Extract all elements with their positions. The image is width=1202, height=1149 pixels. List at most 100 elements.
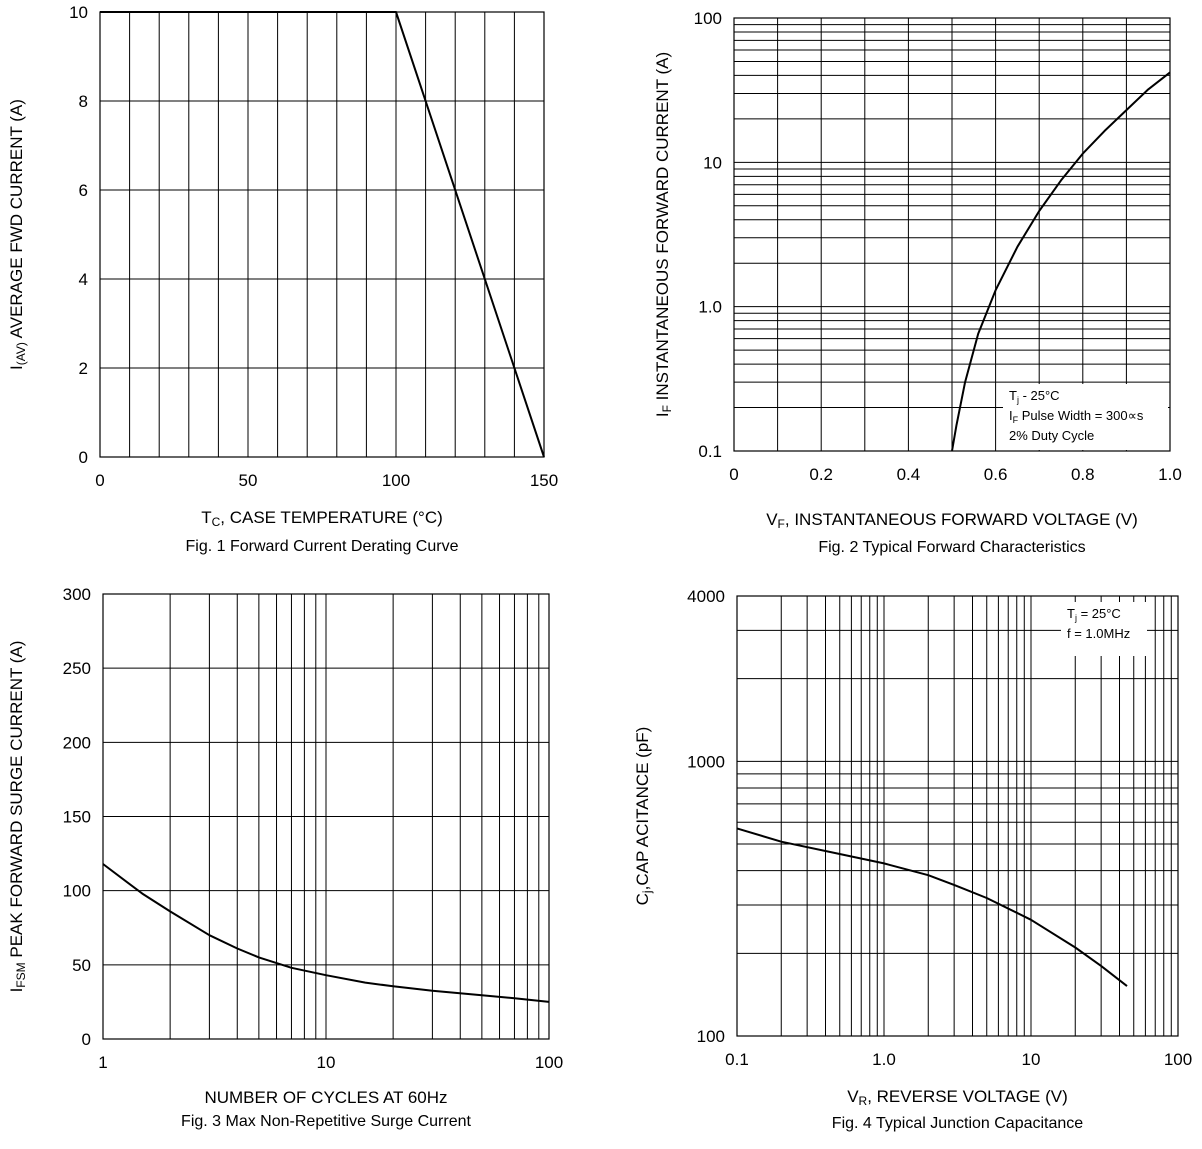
fig2-note: Tj - 25°C IF Pulse Width = 300∝s 2% Duty C…	[1003, 384, 1168, 450]
fig4-note-line-subscript: j	[1074, 613, 1077, 623]
fig3-x-axis-label-main: NUMBER OF CYCLES AT 60Hz	[204, 1088, 447, 1107]
fig4-x-axis-label-rest: , REVERSE VOLTAGE (V)	[867, 1087, 1068, 1106]
fig3-y-axis-label-rest: PEAK FORWARD SURGE CURRENT (A)	[7, 641, 26, 963]
fig4-x-axis-label-subscript: R	[859, 1094, 868, 1108]
fig4-note-line-rest: = 25°C	[1077, 606, 1121, 621]
fig4-caption: Fig. 4 Typical Junction Capacitance	[832, 1115, 1084, 1132]
fig2-x-axis-label-rest: , INSTANTANEOUS FORWARD VOLTAGE (V)	[785, 510, 1138, 529]
fig2-series-line	[951, 71, 1171, 452]
fig1-y-axis-label-main: I	[7, 365, 26, 370]
fig2-note-line-main: I	[1009, 408, 1013, 423]
fig4-note-line-main: f = 1.0MHz	[1067, 626, 1130, 641]
fig4-y-tick-label: 1000	[687, 752, 725, 771]
fig4-note-bg	[1061, 602, 1147, 656]
fig2-caption: Fig. 2 Typical Forward Characteristics	[818, 539, 1085, 556]
fig2-note-bg	[1003, 384, 1168, 450]
fig2-y-tick-label: 1.0	[698, 298, 722, 317]
fig4-x-axis-label-main: V	[847, 1087, 859, 1106]
fig3-y-axis-label-main: I	[7, 988, 26, 993]
fig1-series-line	[100, 11, 545, 458]
fig1-x-tick-label: 50	[239, 471, 258, 490]
fig3-y-tick-label: 250	[63, 659, 91, 678]
fig4-note-line: Tj = 25°C	[1067, 606, 1121, 623]
fig3-x-tick-label: 10	[317, 1053, 336, 1072]
fig4-y-axis-label-rest: ,CAP ACITANCE (pF)	[633, 727, 652, 891]
fig1-y-tick-label: 0	[79, 448, 88, 467]
fig4-note-line-main: T	[1067, 606, 1075, 621]
fig1-x-axis-label-subscript: C	[212, 515, 221, 529]
fig2-note-line-main: T	[1009, 388, 1017, 403]
fig3-x-axis-label: NUMBER OF CYCLES AT 60Hz	[204, 1088, 447, 1107]
fig2-note-line-main: 2% Duty Cycle	[1009, 428, 1094, 443]
fig1-y-tick-label: 8	[79, 92, 88, 111]
fig3-y-tick-label: 0	[82, 1030, 91, 1049]
fig2-y-axis-label-main: I	[653, 412, 672, 417]
fig3-x-tick-label: 1	[98, 1053, 107, 1072]
fig2-note-line: IF Pulse Width = 300∝s	[1009, 408, 1144, 425]
fig3-y-tick-label: 200	[63, 733, 91, 752]
fig4-y-tick-label: 100	[697, 1027, 725, 1046]
fig3-chart: 1 10 100 0 50 100 150 200 250 300 NUMBER OF CYCLES…	[7, 585, 563, 1130]
fig4-y-axis-label: Cj,CAP ACITANCE (pF)	[633, 727, 654, 906]
fig4-x-tick-label: 0.1	[725, 1050, 749, 1069]
fig2-x-tick-label: 0	[729, 465, 738, 484]
fig2-note-line-rest: Pulse Width = 300∝s	[1018, 408, 1144, 423]
fig1-chart: 0 50 100 150 0 2 4 6 8 10 TC, CASE TEMPERATURE (°C…	[7, 3, 558, 555]
fig3-y-axis-label-subscript: FSM	[14, 962, 28, 987]
fig2-y-tick-label: 0.1	[698, 442, 722, 461]
fig3-y-axis-label: IFSM PEAK FORWARD SURGE CURRENT (A)	[7, 641, 28, 993]
fig2-note-line-subscript: F	[1013, 415, 1019, 425]
fig4-y-axis-label-subscript: j	[640, 890, 654, 894]
fig2-x-tick-label: 0.8	[1071, 465, 1095, 484]
fig2-y-axis-label: IF INSTANTANEOUS FORWARD CURRENT (A)	[653, 52, 674, 417]
fig4-x-tick-label: 10	[1022, 1050, 1041, 1069]
fig1-plot-frame	[99, 11, 545, 458]
fig4-y-tick-label: 4000	[687, 587, 725, 606]
fig2-note-line-subscript: j	[1016, 395, 1019, 405]
fig2-y-tick-label: 10	[703, 153, 722, 172]
fig1-x-tick-label: 150	[530, 471, 558, 490]
fig3-plot-frame	[102, 593, 550, 1040]
fig3-x-tick-label: 100	[535, 1053, 563, 1072]
fig1-y-axis-label-subscript: (AV)	[14, 342, 28, 365]
fig2-y-axis-label-subscript: F	[660, 405, 674, 412]
fig1-y-axis-label: I(AV) AVERAGE FWD CURRENT (A)	[7, 99, 28, 370]
fig2-y-tick-label: 100	[694, 9, 722, 28]
fig4-grid	[736, 595, 1179, 1037]
fig2-note-line-rest: - 25°C	[1019, 388, 1060, 403]
fig2-x-axis-label: VF, INSTANTANEOUS FORWARD VOLTAGE (V)	[766, 510, 1138, 531]
fig4-note: Tj = 25°C f = 1.0MHz	[1061, 602, 1147, 656]
fig4-x-tick-label: 1.0	[872, 1050, 896, 1069]
fig1-y-tick-label: 10	[69, 3, 88, 22]
fig1-y-tick-label: 6	[79, 181, 88, 200]
fig1-y-tick-label: 2	[79, 359, 88, 378]
fig3-y-tick-label: 50	[72, 956, 91, 975]
fig1-caption: Fig. 1 Forward Current Derating Curve	[186, 538, 459, 555]
fig1-grid	[99, 11, 545, 458]
fig2-y-axis-label-rest: INSTANTANEOUS FORWARD CURRENT (A)	[653, 52, 672, 405]
fig1-x-tick-label: 100	[382, 471, 410, 490]
fig4-note-line: f = 1.0MHz	[1067, 626, 1130, 641]
fig1-x-axis-label-rest: , CASE TEMPERATURE (°C)	[220, 508, 442, 527]
fig4-y-axis-label-main: C	[633, 893, 652, 905]
fig2-x-tick-label: 1.0	[1158, 465, 1182, 484]
fig2-note-line: 2% Duty Cycle	[1009, 428, 1094, 443]
fig4-plot-frame	[736, 595, 1179, 1037]
fig3-series-line	[102, 863, 550, 1003]
fig2-x-axis-label-subscript: F	[778, 517, 785, 531]
fig4-chart: 0.1 1.0 10 100 100 1000 4000 VR, REVERSE VOLTAG…	[633, 587, 1192, 1132]
fig2-x-tick-label: 0.6	[984, 465, 1008, 484]
fig2-note-line: Tj - 25°C	[1009, 388, 1060, 405]
fig4-x-tick-label: 100	[1164, 1050, 1192, 1069]
fig1-y-axis-label-rest: AVERAGE FWD CURRENT (A)	[7, 99, 26, 342]
fig2-x-axis-label-main: V	[766, 510, 778, 529]
fig3-y-tick-label: 100	[63, 882, 91, 901]
fig1-x-axis-label: TC, CASE TEMPERATURE (°C)	[201, 508, 443, 529]
fig1-x-tick-label: 0	[95, 471, 104, 490]
fig1-y-tick-label: 4	[79, 270, 88, 289]
fig4-x-axis-label: VR, REVERSE VOLTAGE (V)	[847, 1087, 1068, 1108]
fig4-series-line	[736, 827, 1128, 987]
